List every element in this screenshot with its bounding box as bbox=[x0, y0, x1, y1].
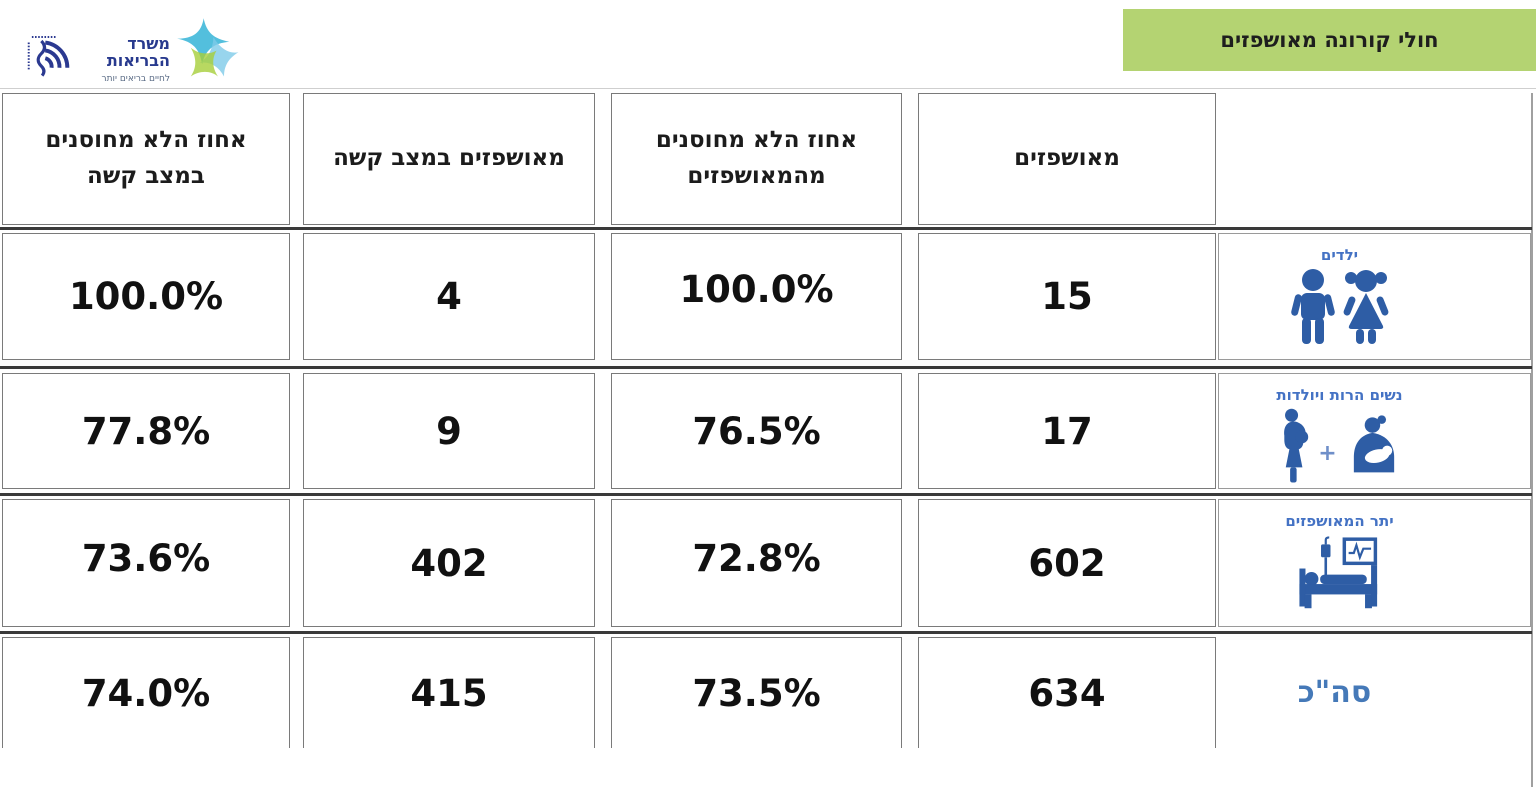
column-header-pct-unvax-hospitalized: אחוז הלא מחוסנים מהמאושפזים bbox=[611, 93, 902, 225]
severe-value: 415 bbox=[303, 637, 595, 748]
logo-divider-line bbox=[0, 88, 1536, 89]
category-cell-pregnant-nursing: נשים הרות ויולדות + bbox=[1218, 373, 1531, 489]
hospitalized-value: 602 bbox=[918, 499, 1216, 627]
ministry-tagline: לחיים בריאים יותר bbox=[101, 73, 170, 84]
pct-unvax-severe-value: 77.8% bbox=[2, 373, 290, 489]
pct-unvax-severe-value: 73.6% bbox=[2, 499, 290, 627]
pct-unvax-hospitalized-value: 100.0% bbox=[611, 233, 902, 360]
page-title: חולי קורונה מאושפזים bbox=[1220, 28, 1439, 52]
ministry-name-line1: משרד bbox=[127, 34, 170, 53]
category-label: יתר המאושפזים bbox=[1285, 512, 1394, 530]
pct-unvax-severe-value: 100.0% bbox=[2, 233, 290, 360]
category-label: ילדים bbox=[1320, 246, 1359, 264]
nursing-mother-icon bbox=[1353, 415, 1394, 473]
page-title-banner: חולי קורונה מאושפזים bbox=[1123, 9, 1536, 71]
severe-value: 402 bbox=[303, 499, 595, 627]
hospitalized-value: 15 bbox=[918, 233, 1216, 360]
row-separator bbox=[0, 366, 1532, 369]
plus-sign: + bbox=[1318, 440, 1337, 466]
column-header-hospitalized: מאושפזים bbox=[918, 93, 1216, 225]
pct-unvax-hospitalized-value: 72.8% bbox=[611, 499, 902, 627]
ministry-name-line2: הבריאות bbox=[106, 50, 170, 70]
category-cell-total: סה"כ bbox=[1218, 637, 1451, 748]
pct-unvax-hospitalized-value: 73.5% bbox=[611, 637, 902, 748]
pct-unvax-hospitalized-value: 76.5% bbox=[611, 373, 902, 489]
pregnant-woman-icon bbox=[1284, 408, 1309, 483]
ministry-emblem-icon bbox=[27, 36, 70, 77]
column-header-pct-unvax-severe: אחוז הלא מחוסנים במצב קשה bbox=[2, 93, 290, 225]
category-cell-children: ילדים bbox=[1218, 233, 1531, 360]
category-label: נשים הרות ויולדות bbox=[1276, 386, 1403, 404]
children-icon bbox=[1290, 269, 1388, 344]
column-header-severe: מאושפזים במצב קשה bbox=[303, 93, 595, 225]
total-label: סה"כ bbox=[1297, 675, 1372, 710]
ministry-logo-star-icon bbox=[177, 18, 239, 77]
category-cell-other-hospitalized: יתר המאושפזים bbox=[1218, 499, 1531, 627]
severe-value: 4 bbox=[303, 233, 595, 360]
severe-value: 9 bbox=[303, 373, 595, 489]
pregnant-and-nursing-icon: + bbox=[1274, 408, 1404, 484]
hospital-bed-icon bbox=[1298, 536, 1377, 609]
hospitalized-value: 17 bbox=[918, 373, 1216, 489]
ministry-name: משרד הבריאות לחיים בריאים יותר bbox=[95, 34, 170, 84]
row-separator bbox=[0, 631, 1532, 634]
row-separator bbox=[0, 493, 1532, 496]
table-right-edge-line bbox=[1531, 93, 1533, 787]
pct-unvax-severe-value: 74.0% bbox=[2, 637, 290, 748]
row-separator bbox=[0, 227, 1532, 230]
hospitalized-value: 634 bbox=[918, 637, 1216, 748]
